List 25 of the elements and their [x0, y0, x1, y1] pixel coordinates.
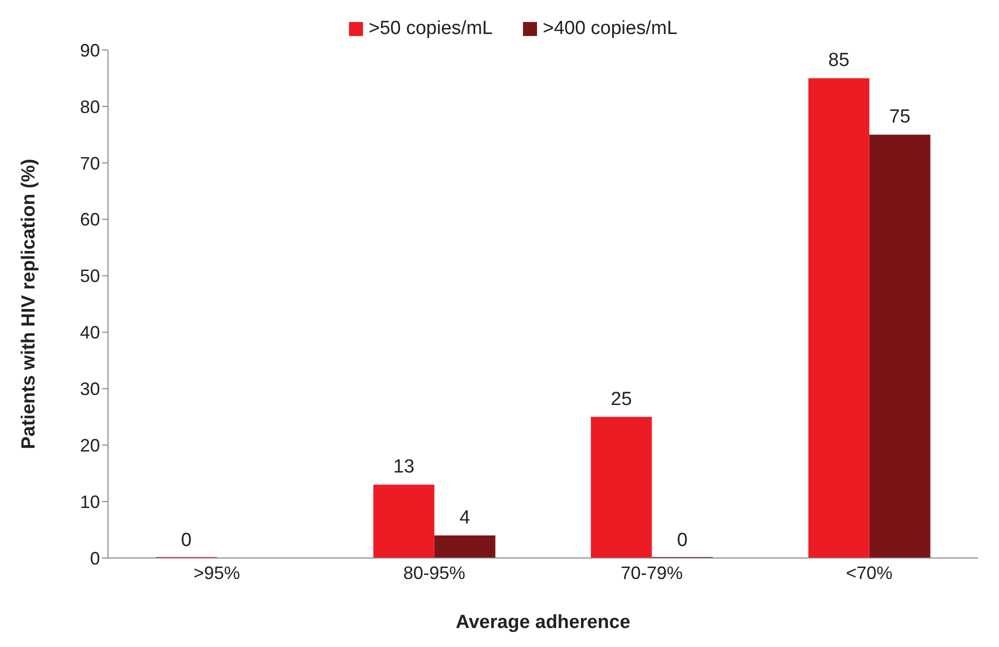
x-tick-label: 70-79% [620, 562, 683, 583]
y-tick-label: 30 [80, 379, 100, 400]
y-tick-label: 80 [80, 96, 100, 117]
y-tick-label: 50 [80, 266, 100, 286]
data-label: 25 [610, 388, 632, 410]
y-axis-title: Patients with HIV replication (%) [18, 158, 40, 450]
legend-label: >50 copies/mL [368, 18, 493, 40]
data-label: 13 [393, 456, 414, 478]
data-label: 0 [677, 530, 688, 551]
y-tick-label: 70 [80, 153, 100, 174]
x-tick-label: <70% [846, 562, 893, 583]
data-label: 85 [828, 50, 850, 72]
x-tick-label: 80-95% [403, 562, 466, 583]
y-tick-label: 60 [80, 210, 100, 230]
y-tick-label: 20 [80, 436, 100, 456]
y-tick-label: 40 [80, 322, 100, 343]
data-label: 0 [181, 530, 192, 551]
data-label: 75 [889, 106, 910, 128]
y-tick-label: 0 [90, 548, 100, 568]
y-tick-label: 90 [80, 40, 100, 60]
x-tick-label: >95% [193, 562, 240, 583]
data-label: 4 [460, 507, 471, 528]
legend-label: >400 copies/mL [542, 18, 678, 40]
y-tick-label: 10 [80, 492, 100, 512]
x-axis-title: Average adherence [456, 612, 630, 633]
